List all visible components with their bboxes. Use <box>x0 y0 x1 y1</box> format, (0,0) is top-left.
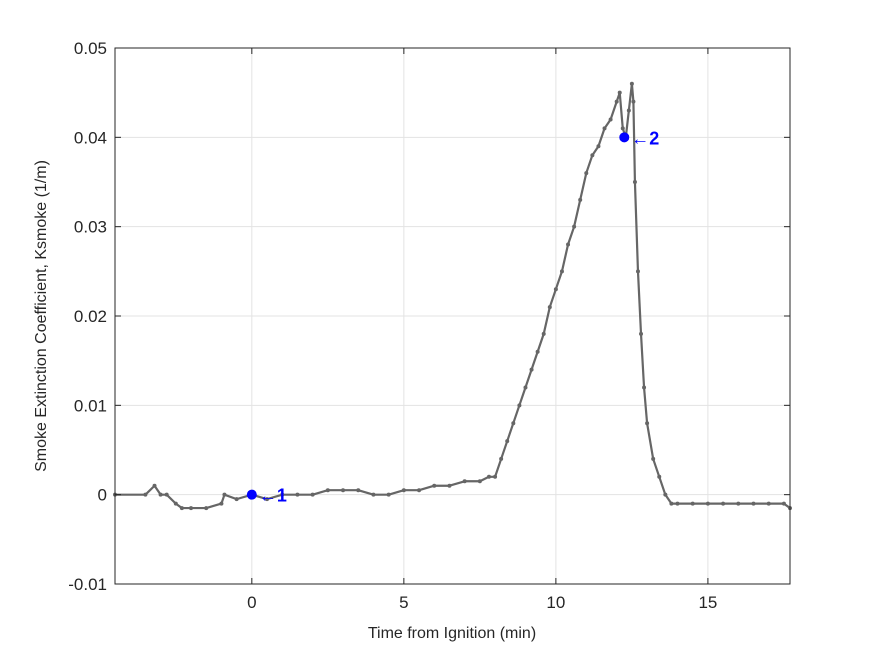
data-point <box>499 456 504 461</box>
data-point <box>690 501 695 506</box>
data-point <box>631 99 636 104</box>
data-point <box>602 126 607 131</box>
y-tick-label: 0.03 <box>74 218 107 237</box>
data-point <box>566 242 571 247</box>
data-point <box>310 492 315 497</box>
data-point <box>559 269 564 274</box>
data-point <box>578 197 583 202</box>
tick-labels: 0 5 10 15 -0.01 0 0.01 0.02 0.03 0.04 0.05 <box>68 39 717 612</box>
data-point <box>705 501 710 506</box>
data-point <box>505 439 510 444</box>
data-point <box>617 90 622 95</box>
data-point <box>386 492 391 497</box>
data-point <box>401 488 406 493</box>
annotation-marker <box>619 132 630 143</box>
y-tick-label: 0.05 <box>74 39 107 58</box>
x-tick-label: 15 <box>698 593 717 612</box>
data-point <box>596 144 601 149</box>
y-tick-label: 0 <box>98 486 107 505</box>
data-point <box>493 474 498 479</box>
data-point <box>766 501 771 506</box>
data-point <box>635 269 640 274</box>
data-point <box>341 488 346 493</box>
data-point <box>152 483 157 488</box>
data-point <box>736 501 741 506</box>
data-point <box>721 501 726 506</box>
x-tick-label: 5 <box>399 593 408 612</box>
data-point <box>751 501 756 506</box>
data-point <box>626 108 631 113</box>
data-point <box>234 497 239 502</box>
data-point <box>417 488 422 493</box>
data-point <box>584 171 589 176</box>
x-axis-label: Time from Ignition (min) <box>368 625 536 642</box>
data-point <box>371 492 376 497</box>
y-axis-label: Smoke Extinction Coefficient, Ksmoke (1/… <box>33 160 50 472</box>
data-point <box>632 180 637 184</box>
data-point <box>608 117 613 122</box>
data-point <box>620 126 625 131</box>
data-point <box>265 497 270 502</box>
data-point <box>447 483 452 488</box>
y-tick-label: 0.02 <box>74 307 107 326</box>
data-point <box>204 506 209 511</box>
data-point <box>547 305 552 310</box>
data-point <box>486 474 491 479</box>
data-point <box>325 488 330 493</box>
data-point <box>164 492 169 497</box>
annotations: ←1 ←2 <box>246 128 659 506</box>
data-point <box>657 474 662 479</box>
data-point <box>222 492 227 497</box>
data-point <box>645 421 650 426</box>
data-point <box>295 492 300 497</box>
data-point <box>614 99 619 104</box>
data-point <box>432 483 437 488</box>
data-point <box>517 403 522 408</box>
data-point <box>629 81 634 86</box>
y-tick-label: -0.01 <box>68 575 107 594</box>
data-point <box>642 385 647 390</box>
data-point <box>553 287 558 292</box>
annotation-label: ←1 <box>259 486 287 506</box>
data-point <box>535 349 540 354</box>
data-point <box>219 501 224 506</box>
axes <box>114 47 791 585</box>
annotation-marker <box>246 489 257 500</box>
data-point <box>280 492 285 497</box>
data-point <box>781 501 786 506</box>
data-point <box>477 479 482 484</box>
annotation-label: ←2 <box>631 128 659 148</box>
x-tick-label: 10 <box>546 593 565 612</box>
data-point <box>143 492 148 497</box>
data-point <box>541 331 546 336</box>
data-point <box>158 492 163 497</box>
data-point <box>529 367 534 372</box>
data-point <box>669 501 674 506</box>
data-point <box>651 456 656 461</box>
data-point <box>179 506 184 511</box>
data-point <box>639 331 644 336</box>
data-point <box>675 501 680 506</box>
data-point <box>572 224 577 229</box>
data-point <box>173 501 178 506</box>
data-point <box>511 421 516 426</box>
data-point <box>462 479 467 484</box>
y-tick-label: 0.01 <box>74 396 107 415</box>
data-point <box>523 385 528 390</box>
data-point <box>356 488 361 493</box>
y-tick-label: 0.04 <box>74 128 107 147</box>
x-tick-label: 0 <box>247 593 256 612</box>
data-point <box>663 492 668 497</box>
data-point <box>189 506 194 511</box>
data-point <box>590 153 595 158</box>
